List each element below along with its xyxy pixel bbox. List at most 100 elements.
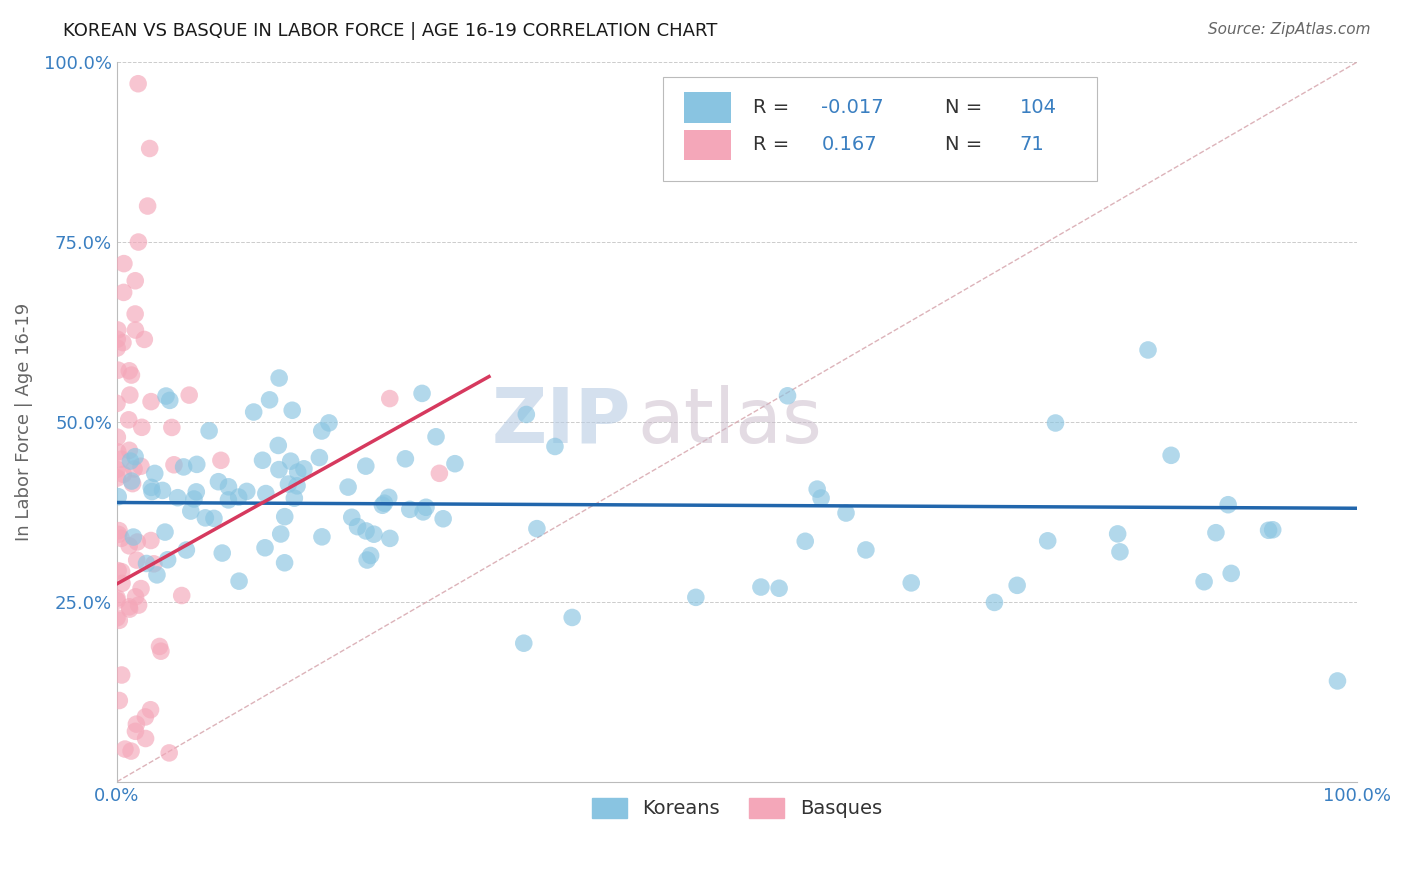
Point — [138, 141, 160, 155]
Point — [685, 591, 707, 605]
Point — [432, 512, 454, 526]
Point — [166, 491, 188, 505]
Point — [1045, 416, 1067, 430]
Point — [373, 496, 395, 510]
Point — [526, 522, 548, 536]
Y-axis label: In Labor Force | Age 16-19: In Labor Force | Age 16-19 — [15, 302, 32, 541]
Point — [1109, 545, 1132, 559]
Point — [112, 467, 135, 482]
Point — [236, 484, 259, 499]
Point — [270, 527, 292, 541]
Text: Source: ZipAtlas.com: Source: ZipAtlas.com — [1208, 22, 1371, 37]
Point — [561, 610, 583, 624]
Point — [311, 424, 333, 438]
Point — [122, 530, 145, 544]
Point — [112, 257, 135, 271]
Point — [180, 504, 202, 518]
Point — [209, 453, 232, 467]
Point — [134, 710, 156, 724]
Point — [163, 458, 186, 472]
Point — [277, 477, 299, 491]
Point — [377, 491, 399, 505]
Point — [1261, 523, 1284, 537]
Point — [337, 480, 360, 494]
Point — [280, 454, 302, 468]
Point — [202, 511, 225, 525]
Point — [1257, 523, 1279, 537]
Text: atlas: atlas — [638, 385, 823, 458]
Point — [120, 368, 142, 382]
Point — [398, 502, 420, 516]
Point — [141, 484, 163, 499]
Point — [173, 459, 195, 474]
Point — [105, 462, 128, 476]
Point — [156, 553, 179, 567]
Point — [141, 480, 163, 494]
Point — [378, 392, 401, 406]
Text: 71: 71 — [1019, 136, 1045, 154]
Point — [110, 452, 132, 467]
Point — [356, 553, 378, 567]
Point — [112, 285, 135, 300]
Point — [129, 582, 152, 596]
Point — [515, 408, 537, 422]
Point — [411, 386, 433, 401]
Point — [776, 389, 799, 403]
Point — [105, 332, 128, 346]
Point — [114, 742, 136, 756]
Legend: Koreans, Basques: Koreans, Basques — [585, 789, 890, 826]
Point — [283, 491, 305, 506]
Point — [835, 506, 858, 520]
Point — [217, 492, 239, 507]
Point — [105, 611, 128, 625]
Point — [354, 459, 377, 474]
Point — [1192, 574, 1215, 589]
Point — [269, 371, 291, 385]
Point — [287, 465, 309, 479]
Point — [1220, 566, 1243, 581]
Point — [273, 556, 295, 570]
Point — [252, 453, 274, 467]
Point — [105, 471, 128, 485]
Point — [139, 394, 162, 409]
Point — [281, 403, 304, 417]
Point — [810, 491, 832, 505]
Point — [228, 490, 250, 504]
Point — [218, 480, 240, 494]
Point — [121, 474, 143, 488]
Point — [1160, 448, 1182, 462]
Point — [900, 575, 922, 590]
Point — [318, 416, 340, 430]
Point — [118, 602, 141, 616]
Point — [124, 323, 146, 337]
Point — [176, 543, 198, 558]
Point — [855, 543, 877, 558]
Text: 0.167: 0.167 — [821, 136, 877, 154]
Point — [1036, 533, 1059, 548]
Point — [186, 484, 208, 499]
Point — [155, 389, 177, 403]
Point — [120, 744, 142, 758]
Point — [186, 458, 208, 472]
Point — [394, 451, 416, 466]
Point — [136, 199, 159, 213]
Point — [253, 541, 276, 555]
Point — [159, 393, 181, 408]
Point — [267, 438, 290, 452]
Point — [228, 574, 250, 589]
Point — [107, 445, 129, 459]
Point — [118, 364, 141, 378]
Point — [267, 462, 290, 476]
Point — [179, 388, 201, 402]
Point — [139, 703, 162, 717]
Text: 104: 104 — [1019, 98, 1057, 117]
Point — [105, 593, 128, 607]
Point — [124, 450, 146, 464]
Point — [371, 498, 394, 512]
Point — [198, 424, 221, 438]
Point — [207, 475, 229, 489]
Point — [157, 746, 180, 760]
Text: KOREAN VS BASQUE IN LABOR FORCE | AGE 16-19 CORRELATION CHART: KOREAN VS BASQUE IN LABOR FORCE | AGE 16… — [63, 22, 717, 40]
Point — [107, 363, 129, 377]
Point — [153, 525, 176, 540]
